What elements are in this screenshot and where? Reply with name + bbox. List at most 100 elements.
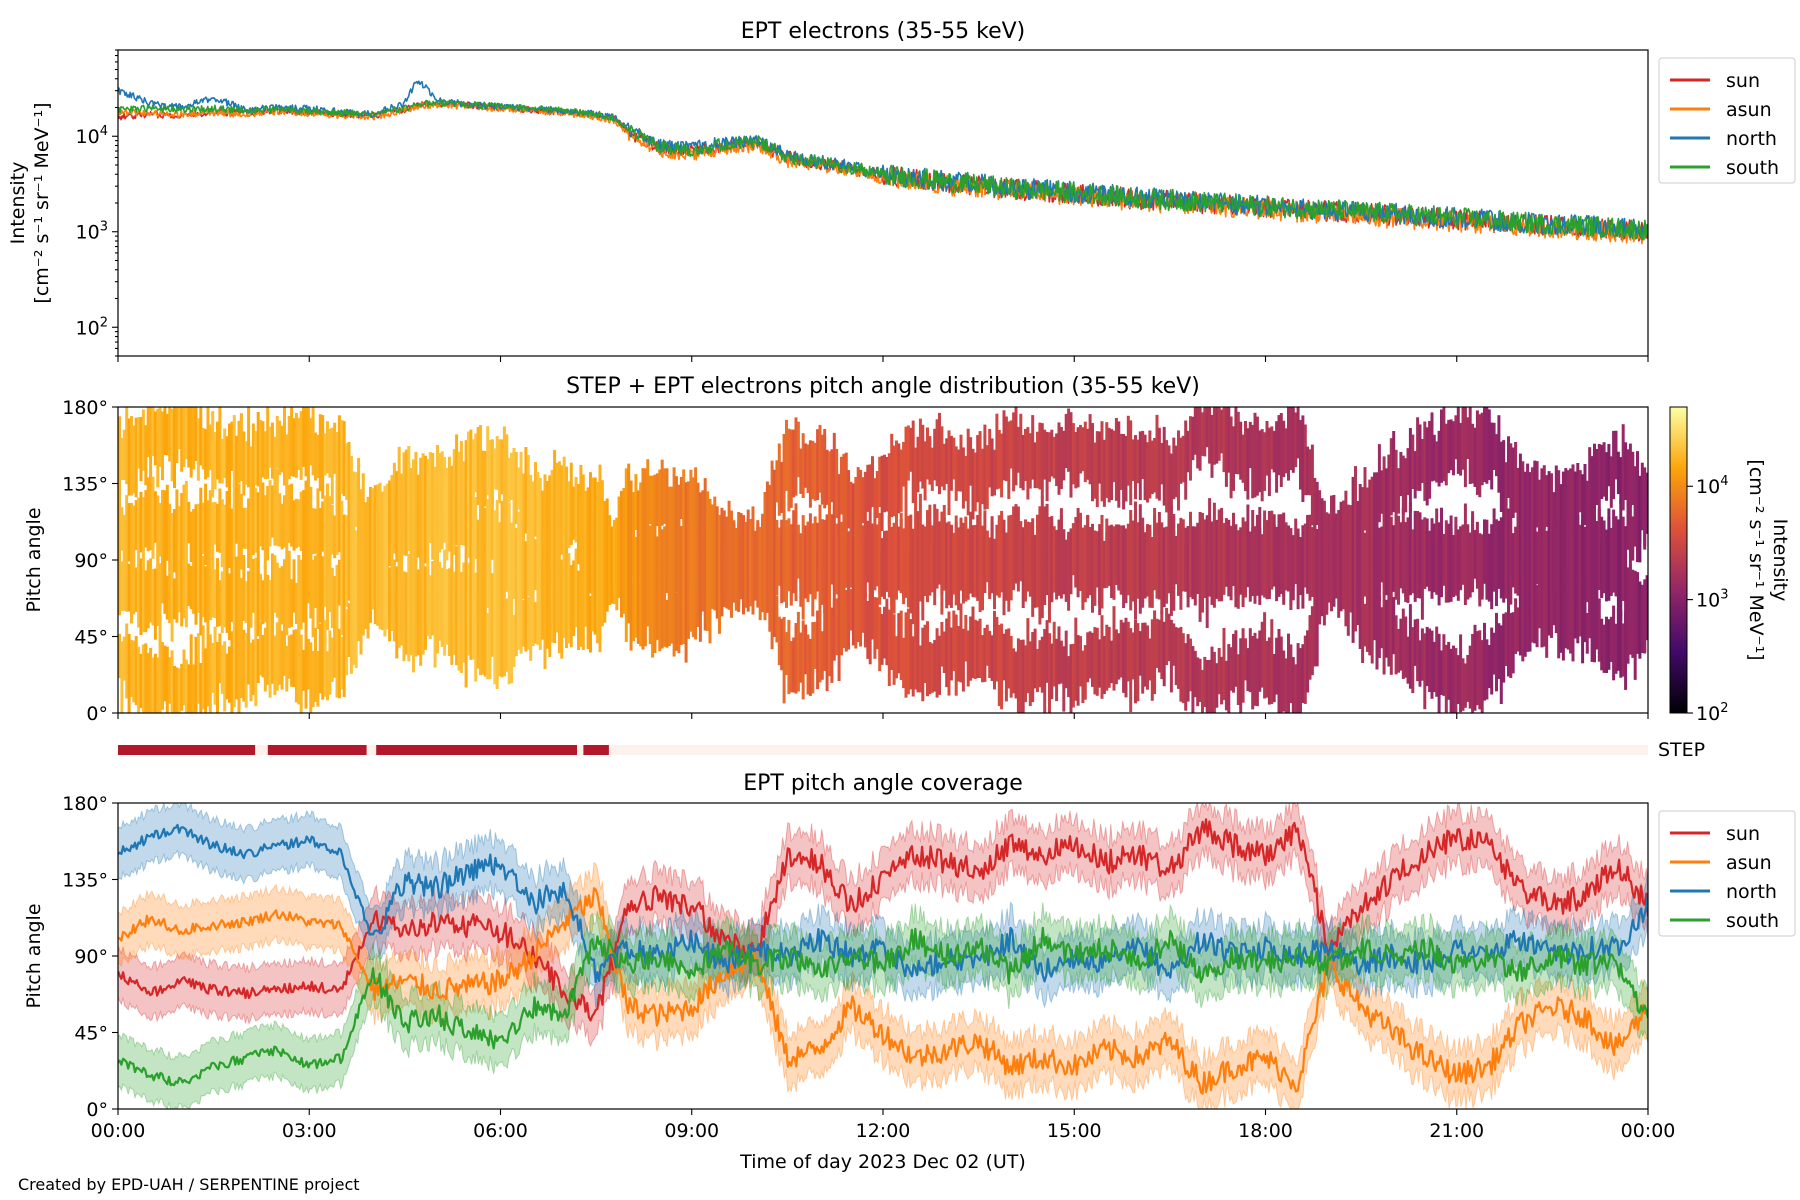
pad-cell-north <box>1136 522 1140 571</box>
pad-cell-south <box>1308 543 1312 601</box>
pad-cell-south <box>1619 537 1623 621</box>
pad-cell-asun <box>1461 658 1465 711</box>
pad-cell-sun <box>981 448 984 505</box>
pad-cell-sun <box>918 418 922 482</box>
pad-cell-south <box>691 539 695 620</box>
pad-cell-south <box>261 635 265 678</box>
pad-cell-asun <box>1287 633 1290 713</box>
pad-cell-sun <box>1229 416 1233 499</box>
pad-cell-asun <box>177 506 181 581</box>
pad-cell-south <box>921 524 925 579</box>
pad-cell-south <box>428 588 432 639</box>
pad-cell-south <box>1638 583 1642 634</box>
pad-cell-sun <box>902 442 906 487</box>
pad-cell-asun <box>1086 632 1090 683</box>
pad-cell-asun <box>957 626 961 682</box>
pad-cell-north <box>914 539 918 622</box>
pad-cell-asun <box>906 608 910 695</box>
pad-cell-sun <box>1138 431 1142 501</box>
pad-cell-sun <box>244 581 248 623</box>
pad-cell-south <box>1014 538 1018 584</box>
pad-cell-south <box>146 652 150 713</box>
pad-cell-south <box>1155 522 1159 599</box>
pad-cell-asun <box>292 500 296 551</box>
pad-cell-south <box>787 518 791 586</box>
pad-cell-south <box>1193 538 1197 606</box>
pad-cell-asun <box>1174 627 1178 686</box>
pad-cell-south <box>1110 538 1114 583</box>
pad-cell-sun <box>1291 407 1295 473</box>
pad-cell-south <box>1129 537 1133 611</box>
pad-cell-south <box>464 603 468 688</box>
pad-cell-south <box>354 587 358 668</box>
pad-cell-sun <box>952 437 956 480</box>
pad-cell-asun <box>1064 630 1068 689</box>
pad-cell-asun <box>830 607 834 683</box>
pad-cell-south <box>1397 515 1400 588</box>
pad-cell-sun <box>818 424 822 493</box>
pad-cell-north <box>572 486 576 540</box>
pad-cell-north <box>493 448 497 490</box>
pad-cell-sun <box>660 459 664 526</box>
pad-cell-asun <box>1181 633 1185 704</box>
pad-cell-north <box>139 417 143 482</box>
pad-cell-south <box>153 653 157 713</box>
pad-cell-south <box>318 623 322 694</box>
pad-cell-south <box>522 599 525 647</box>
pad-cell-south <box>1425 518 1429 587</box>
pad-cell-asun <box>828 609 831 677</box>
pad-cell-asun <box>1205 660 1209 713</box>
pad-cell-south <box>1229 539 1233 586</box>
pad-cell-south <box>687 529 690 613</box>
pad-cell-south <box>660 535 664 584</box>
pad-cell-south <box>811 545 815 617</box>
pad-cell-south <box>1131 520 1135 602</box>
pad-cell-north <box>476 426 480 505</box>
pad-cell-south <box>966 528 970 593</box>
pad-cell-south <box>1260 540 1264 596</box>
pad-cell-south <box>973 524 977 591</box>
pad-cell-asun <box>1270 619 1274 704</box>
pad-cell-south <box>1186 526 1190 598</box>
pad-cell-north <box>259 420 262 500</box>
pad-cell-asun <box>340 500 344 575</box>
pad-cell-south <box>646 533 650 585</box>
pad-cell-south <box>1413 510 1417 576</box>
pad-cell-sun <box>1141 430 1145 480</box>
pad-cell-south <box>1091 523 1094 590</box>
pad-cell-asun <box>1313 585 1317 667</box>
pad-cell-asun <box>1048 633 1051 713</box>
pad-cell-sun <box>1303 424 1307 496</box>
pad-cell-asun <box>560 506 564 555</box>
pad-cell-north <box>596 543 600 627</box>
pad-cell-asun <box>526 529 530 596</box>
pad-cell-south <box>1100 515 1104 591</box>
pad-cell-sun <box>1002 410 1006 481</box>
pad-cell-sun <box>493 510 497 561</box>
pad-cell-sun <box>1440 409 1443 483</box>
pad-cell-asun <box>880 614 884 665</box>
pad-cell-asun <box>981 635 984 683</box>
pad-cell-sun <box>1430 412 1434 482</box>
pad-cell-south <box>196 633 200 704</box>
pad-cell-asun <box>1279 636 1283 713</box>
pad-cell-south <box>1222 532 1226 580</box>
pad-cell-south <box>156 657 160 713</box>
pad-cell-sun <box>1040 423 1044 499</box>
pad-cell-asun <box>242 507 246 549</box>
pad-cell-south <box>718 524 721 574</box>
pad-cell-sun <box>954 446 958 501</box>
pad-cell-asun <box>1024 645 1027 703</box>
pad-cell-sun <box>698 492 702 548</box>
pad-cell-asun <box>137 497 141 568</box>
pad-cell-south <box>342 610 346 697</box>
pad-cell-asun <box>1621 623 1625 677</box>
pad-cell-north <box>364 508 368 555</box>
pad-cell-asun <box>1301 644 1305 703</box>
pad-cell-asun <box>1564 591 1568 649</box>
pad-cell-south <box>1387 509 1391 588</box>
pad-cell-asun <box>285 477 289 556</box>
pad-cell-sun <box>1619 457 1623 504</box>
pad-cell-sun <box>1621 424 1625 511</box>
